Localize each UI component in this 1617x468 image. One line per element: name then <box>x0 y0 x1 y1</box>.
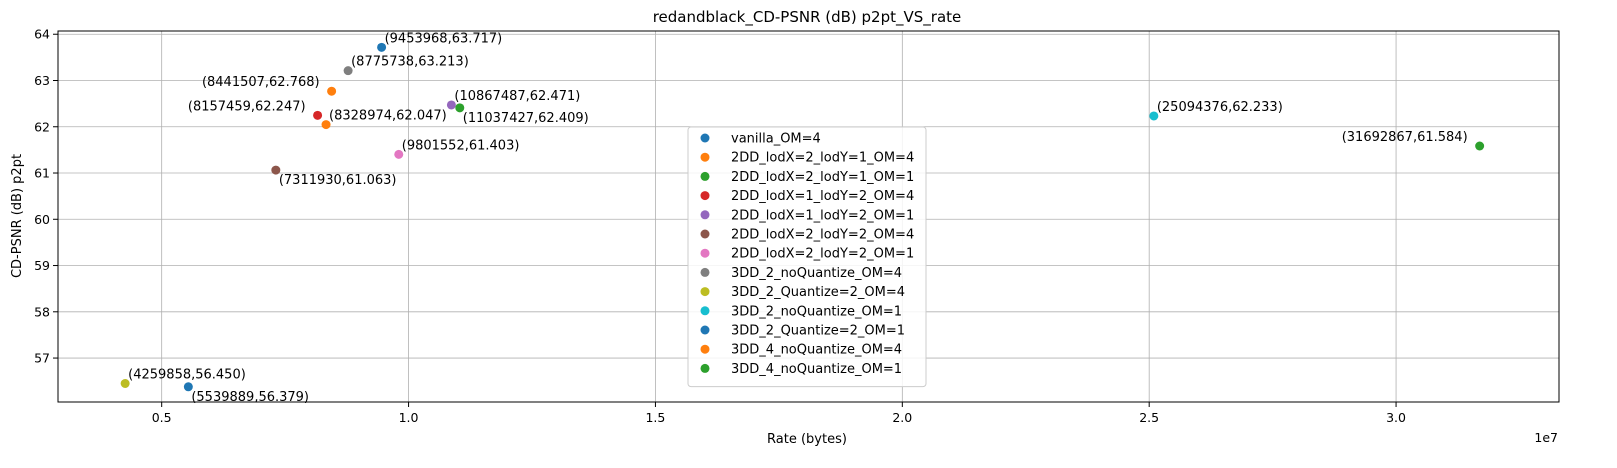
data-point <box>343 66 353 76</box>
point-label: (31692867,61.584) <box>1342 130 1468 145</box>
point-label: (5539889,56.379) <box>191 390 309 405</box>
point-label: (9801552,61.403) <box>402 138 520 153</box>
data-point <box>446 100 456 110</box>
legend-entry: 2DD_lodX=2_lodY=1_OM=4 <box>731 151 914 166</box>
legend-marker <box>700 210 710 220</box>
legend-marker <box>700 344 710 354</box>
legend-marker <box>700 133 710 143</box>
x-tick-label: 1.5 <box>645 410 665 425</box>
chart-title: redandblack_CD-PSNR (dB) p2pt_VS_rate <box>653 8 962 27</box>
legend-marker <box>700 267 710 277</box>
legend-marker <box>700 306 710 316</box>
y-tick-label: 57 <box>34 351 50 366</box>
legend-marker <box>700 191 710 201</box>
y-tick-label: 58 <box>34 304 50 319</box>
data-point <box>327 86 337 96</box>
y-tick-label: 64 <box>34 27 50 42</box>
data-point <box>321 120 331 130</box>
axis-ticks: 0.5 1.0 1.5 2.0 2.5 3.0 57 58 59 60 61 62 63 64 <box>34 27 1406 425</box>
legend-marker <box>700 287 710 297</box>
legend-entry: 2DD_lodX=1_lodY=2_OM=4 <box>731 189 914 204</box>
legend-marker <box>700 152 710 162</box>
x-tick-label: 1.0 <box>399 410 419 425</box>
legend-entry: 3DD_4_noQuantize_OM=4 <box>731 343 902 358</box>
point-label: (25094376,62.233) <box>1157 100 1283 115</box>
data-point <box>271 165 281 175</box>
data-point <box>1475 141 1485 151</box>
legend-entry: 2DD_lodX=2_lodY=2_OM=1 <box>731 247 914 262</box>
x-axis-offset-text: 1e7 <box>1534 430 1558 445</box>
data-point <box>455 103 465 113</box>
y-tick-label: 59 <box>34 258 50 273</box>
point-label: (10867487,62.471) <box>454 89 580 104</box>
data-point <box>394 149 404 159</box>
legend-marker <box>700 325 710 335</box>
legend-entry: 3DD_2_Quantize=2_OM=4 <box>731 285 905 300</box>
point-label: (8441507,62.768) <box>202 75 320 90</box>
legend-entry: 3DD_2_noQuantize_OM=4 <box>731 266 902 281</box>
legend-marker <box>700 363 710 373</box>
point-labels: (9453968,63.717) (8441507,62.768) (1103742… <box>128 31 1468 404</box>
y-tick-label: 62 <box>34 119 50 134</box>
point-label: (4259858,56.450) <box>128 367 246 382</box>
point-label: (8328974,62.047) <box>329 109 447 124</box>
data-point <box>120 378 130 388</box>
y-axis-label: CD-PSNR (dB) p2pt <box>10 154 25 278</box>
plot-area <box>57 30 1560 403</box>
point-label: (11037427,62.409) <box>463 111 589 126</box>
legend-entry: 3DD_2_noQuantize_OM=1 <box>731 304 902 319</box>
legend-marker <box>700 171 710 181</box>
legend-entry: 2DD_lodX=2_lodY=2_OM=4 <box>731 228 914 243</box>
point-label: (8775738,63.213) <box>351 55 469 70</box>
data-point <box>313 110 323 120</box>
legend-entry: 2DD_lodX=2_lodY=1_OM=1 <box>731 170 914 185</box>
x-axis-label: Rate (bytes) <box>767 432 847 447</box>
legend-entry: 3DD_4_noQuantize_OM=1 <box>731 362 902 377</box>
legend-marker <box>700 248 710 258</box>
data-point <box>1149 111 1159 121</box>
legend-entry: vanilla_OM=4 <box>731 132 821 147</box>
x-tick-label: 2.5 <box>1139 410 1159 425</box>
x-tick-label: 3.0 <box>1386 410 1406 425</box>
legend: vanilla_OM=4 2DD_lodX=2_lodY=1_OM=4 2DD_lo… <box>687 126 927 388</box>
legend-entry: 3DD_2_Quantize=2_OM=1 <box>731 324 905 339</box>
point-label: (8157459,62.247) <box>188 99 306 114</box>
x-tick-label: 2.0 <box>892 410 912 425</box>
y-tick-label: 61 <box>34 166 50 181</box>
point-label: (7311930,61.063) <box>279 173 397 188</box>
data-point <box>183 382 193 392</box>
data-point <box>377 42 387 52</box>
legend-marker <box>700 229 710 239</box>
y-tick-label: 63 <box>34 73 50 88</box>
point-label: (9453968,63.717) <box>385 31 503 46</box>
x-tick-label: 0.5 <box>152 410 172 425</box>
legend-entry: 2DD_lodX=1_lodY=2_OM=1 <box>731 208 914 223</box>
data-points <box>120 42 1485 392</box>
y-tick-label: 60 <box>34 212 50 227</box>
legend-box <box>687 126 927 388</box>
